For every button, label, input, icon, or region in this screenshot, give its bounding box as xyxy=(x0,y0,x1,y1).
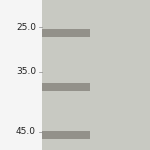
Bar xyxy=(42,131,90,139)
Bar xyxy=(42,83,90,91)
Text: 35.0: 35.0 xyxy=(16,68,36,76)
Bar xyxy=(42,0,150,150)
Text: 45.0: 45.0 xyxy=(16,128,36,136)
Text: 25.0: 25.0 xyxy=(16,22,36,32)
Bar xyxy=(42,29,90,37)
